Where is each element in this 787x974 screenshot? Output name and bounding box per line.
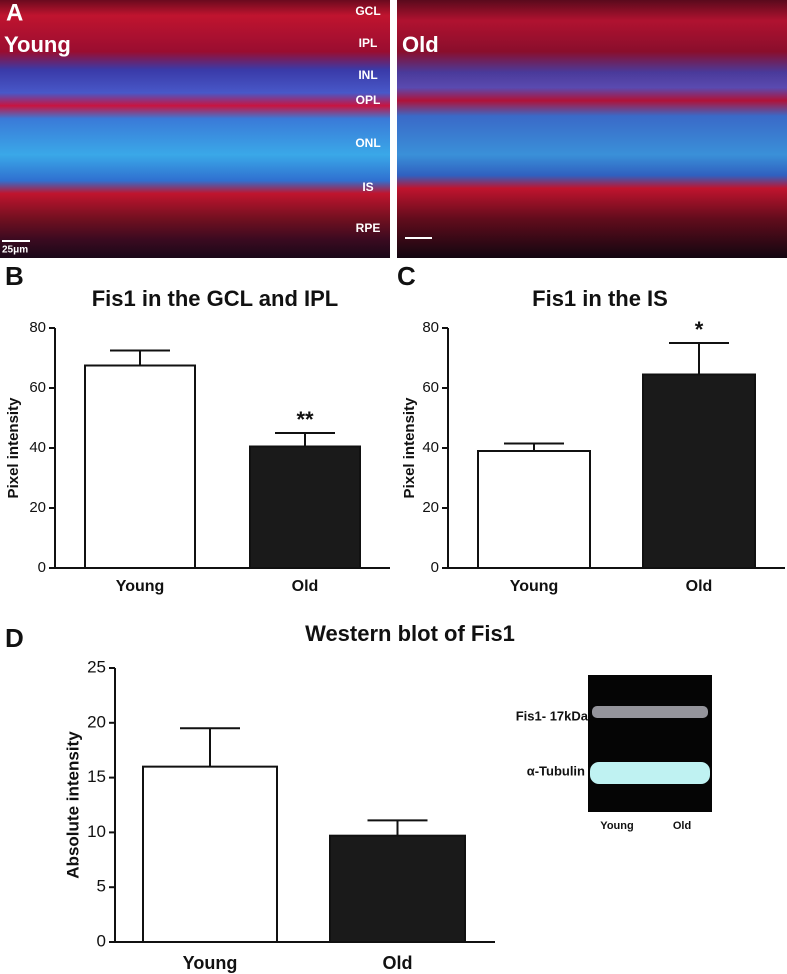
bar [84, 364, 196, 569]
layer-label: OPL [356, 93, 381, 107]
blot-band [590, 762, 710, 784]
blot-band [592, 706, 708, 718]
scale-label: 25μm [2, 245, 28, 256]
x-tick-label: Young [116, 578, 165, 595]
blot-image [588, 675, 712, 812]
layer-label: RPE [356, 221, 381, 235]
y-tick-label: 80 [29, 319, 46, 336]
y-tick-label: 60 [29, 379, 46, 396]
x-tick-label: Young [510, 578, 559, 595]
x-tick-label: Young [183, 953, 238, 973]
layer-label: IS [362, 180, 373, 194]
y-tick-label: 40 [29, 439, 46, 456]
y-axis-label: Absolute intensity [63, 731, 82, 879]
panel-letter: B [5, 261, 24, 291]
band-label: Fis1- 17kDa [516, 708, 589, 723]
y-tick-label: 20 [422, 499, 439, 516]
image-label: Old [402, 32, 439, 57]
micrograph-old [397, 0, 787, 258]
panel-letter: C [397, 261, 416, 291]
x-tick-label: Old [686, 578, 713, 595]
micrograph-panel: A Young Old GCL IPL INL OPL ONL IS RPE 25μm [0, 0, 787, 258]
significance: ** [296, 407, 314, 432]
lane-label: Old [673, 820, 691, 832]
layer-label: IPL [359, 36, 378, 50]
chart-title: Fis1 in the IS [532, 286, 668, 311]
bar [249, 445, 361, 569]
y-tick-label: 40 [422, 439, 439, 456]
y-tick-label: 60 [422, 379, 439, 396]
y-axis-label: Pixel intensity [401, 397, 418, 499]
y-tick-label: 10 [87, 822, 106, 841]
y-tick-label: 25 [87, 657, 106, 676]
y-tick-label: 20 [29, 499, 46, 516]
panel-letter: D [5, 623, 24, 653]
significance: * [695, 317, 704, 342]
layer-labels: GCL IPL INL OPL ONL IS RPE [355, 4, 380, 235]
x-tick-label: Old [383, 953, 413, 973]
bar [477, 450, 591, 569]
y-tick-label: 5 [97, 877, 106, 896]
y-tick-label: 80 [422, 319, 439, 336]
chart-title: Fis1 in the GCL and IPL [92, 286, 339, 311]
y-tick-label: 0 [38, 559, 46, 576]
bar [642, 373, 756, 569]
x-tick-label: Old [292, 578, 319, 595]
image-label: Young [4, 32, 71, 57]
bar [329, 834, 466, 943]
y-tick-label: 0 [97, 931, 106, 950]
layer-label: INL [358, 68, 377, 82]
band-label: α-Tubulin [527, 763, 585, 778]
blot: Fis1- 17kDa α-Tubulin Young Old [516, 675, 712, 832]
layer-label: ONL [355, 136, 380, 150]
lane-label: Young [600, 820, 633, 832]
layer-label: GCL [355, 4, 380, 18]
bar [142, 765, 278, 944]
y-axis-label: Pixel intensity [5, 397, 22, 499]
y-tick-label: 15 [87, 767, 106, 786]
chart-title: Western blot of Fis1 [305, 621, 515, 646]
y-tick-label: 20 [87, 712, 106, 731]
micrograph-young [0, 0, 390, 258]
panel-letter: A [6, 0, 23, 26]
y-tick-label: 0 [431, 559, 439, 576]
